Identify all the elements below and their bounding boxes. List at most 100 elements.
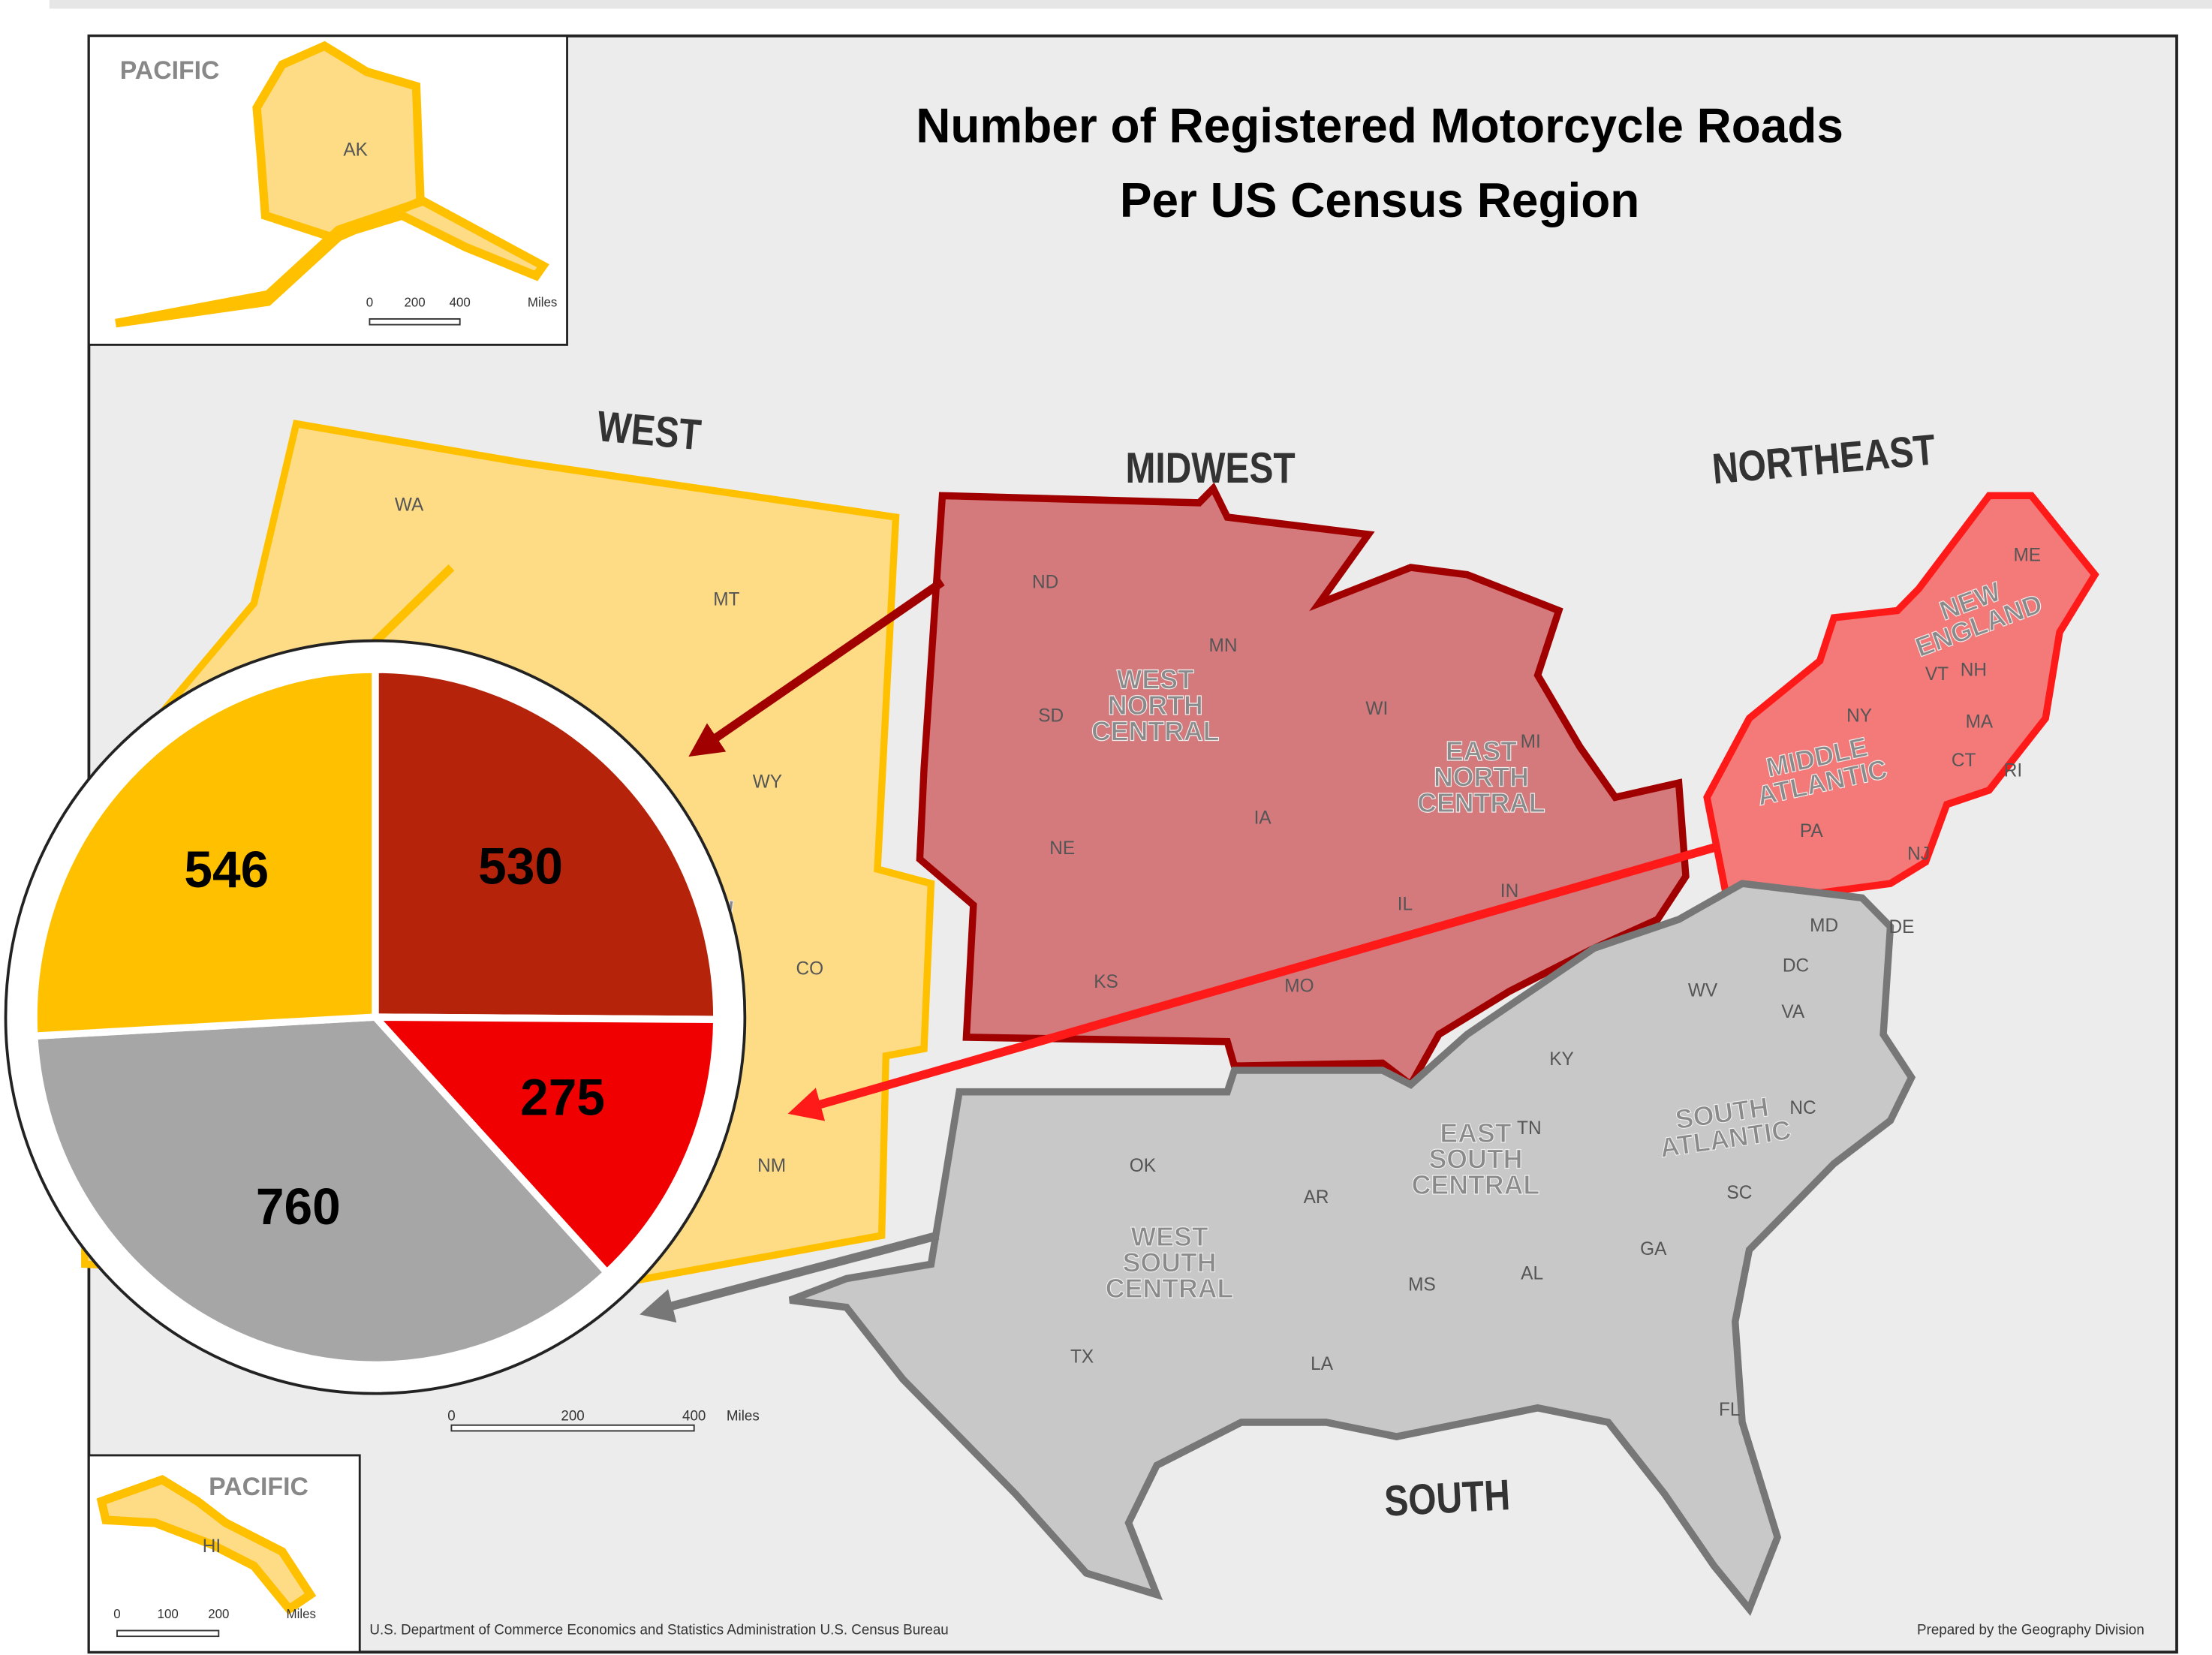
division-label-line: NORTH [1108, 689, 1203, 720]
scale-label: 200 [208, 1607, 229, 1621]
division-label: WEST NORTH CENTRAL [1091, 664, 1220, 746]
division-label-line: NORTH [1434, 761, 1529, 792]
pie-slice [367, 1013, 721, 1278]
arrow [787, 843, 1716, 1121]
title-box: Number of Registered Motorcycle Roads Pe… [916, 99, 1843, 229]
inset-label: AK [343, 140, 368, 160]
state-label: SD [1038, 706, 1064, 727]
inset-ocean: PACIFIC [209, 1473, 308, 1501]
value-label: 760 [256, 1178, 341, 1235]
northeast-region [1703, 492, 2099, 910]
state-label: WA [395, 495, 424, 515]
division-label-line: SOUTH [1428, 1143, 1522, 1174]
scale-label: Miles [727, 1408, 760, 1424]
state-label: VA [1781, 1002, 1804, 1022]
division-label-line: WEST [1131, 1220, 1208, 1251]
arrow [640, 1231, 940, 1323]
state-label: WY [753, 772, 782, 793]
state-label: NM [757, 1156, 786, 1176]
state-label: DC [1783, 956, 1809, 976]
scale-label: 200 [404, 295, 425, 309]
state-label: NC [1789, 1098, 1816, 1118]
division-label: EAST NORTH CENTRAL [1417, 735, 1545, 817]
state-label: SC [1726, 1183, 1752, 1203]
pie-slice [372, 666, 721, 1024]
state-label: TN [1517, 1118, 1542, 1139]
division-label-line: EAST [1440, 1117, 1511, 1148]
region-label: MIDWEST [1125, 444, 1295, 492]
state-label: MS [1408, 1274, 1436, 1295]
division-label-line: CENTRAL [1412, 1169, 1540, 1199]
state-label: CO [796, 958, 823, 979]
state-label: IL [1398, 894, 1413, 914]
scale-bar [116, 1629, 220, 1638]
state-label: DE [1889, 917, 1915, 937]
south-region [788, 880, 1916, 1616]
state-label: IA [1254, 808, 1272, 828]
state-label: MD [1810, 916, 1838, 936]
division-label-line: WEST [1117, 664, 1194, 694]
state-label: OK [1130, 1156, 1157, 1176]
pie-slice [30, 1013, 612, 1369]
state-label: MI [1521, 732, 1541, 752]
scale-bar [450, 1424, 695, 1432]
state-label: WI [1365, 699, 1388, 719]
division-label-line: EAST [1446, 735, 1517, 766]
scale-label: 0 [447, 1408, 455, 1424]
scale-label: 0 [366, 295, 373, 309]
state-label: KY [1549, 1049, 1574, 1070]
state-label: MN [1209, 636, 1238, 656]
alaska [115, 41, 549, 328]
state-label: CT [1952, 751, 1976, 771]
state-label: WV [1688, 980, 1718, 1001]
state-label: IN [1500, 881, 1518, 901]
state-label: AL [1521, 1263, 1543, 1283]
state-label: RI [2004, 760, 2022, 781]
state-label: LA [1311, 1354, 1333, 1374]
state-label: VT [1925, 664, 1949, 685]
state-label: KS [1094, 972, 1118, 992]
state-label: GA [1640, 1239, 1667, 1259]
state-label: ND [1032, 572, 1058, 592]
scale-label: 400 [450, 295, 471, 309]
scale-label: 400 [682, 1408, 706, 1424]
top-bar [49, 0, 2212, 9]
scale-label: 100 [158, 1607, 179, 1621]
chart-title: Number of Registered Motorcycle Roads Pe… [916, 99, 1843, 229]
prepared-by: Prepared by the Geography Division [1917, 1622, 2144, 1638]
value-label: 546 [184, 841, 269, 899]
state-label: MA [1966, 712, 1994, 732]
scale-label: Miles [287, 1607, 316, 1621]
region-label: SOUTH [1383, 1471, 1512, 1526]
state-label: PA [1800, 821, 1823, 841]
state-label: NH [1961, 660, 1987, 680]
scale-label: 200 [561, 1408, 584, 1424]
division-label-line: CENTRAL [1417, 787, 1545, 817]
scale-label: Miles [528, 295, 557, 309]
inset-label: HI [203, 1536, 221, 1557]
division-label-line: CENTRAL [1106, 1272, 1234, 1303]
value-label: 530 [478, 838, 563, 895]
region-label: WEST [595, 402, 703, 459]
state-label: TX [1070, 1347, 1094, 1367]
state-label: MO [1284, 976, 1314, 996]
state-label: NE [1049, 838, 1075, 859]
hawaii [96, 1475, 317, 1615]
inset-ocean: PACIFIC [120, 56, 220, 85]
state-label: MT [713, 589, 739, 609]
state-label: NJ [1907, 844, 1930, 864]
scale-label: 0 [113, 1607, 120, 1621]
division-label-line: CENTRAL [1091, 715, 1220, 745]
credits: U.S. Department of Commerce Economics an… [369, 1622, 948, 1638]
division-label: WEST SOUTH CENTRAL [1106, 1220, 1234, 1303]
scale-bar [369, 317, 461, 326]
state-label: AR [1304, 1187, 1329, 1208]
value-label: 275 [520, 1069, 605, 1127]
division-label-line: SOUTH [1123, 1247, 1217, 1277]
state-label: NY [1846, 706, 1872, 727]
division-label: EAST SOUTH CENTRAL [1412, 1117, 1540, 1199]
arrow [688, 578, 945, 757]
state-label: ME [2013, 545, 2041, 565]
